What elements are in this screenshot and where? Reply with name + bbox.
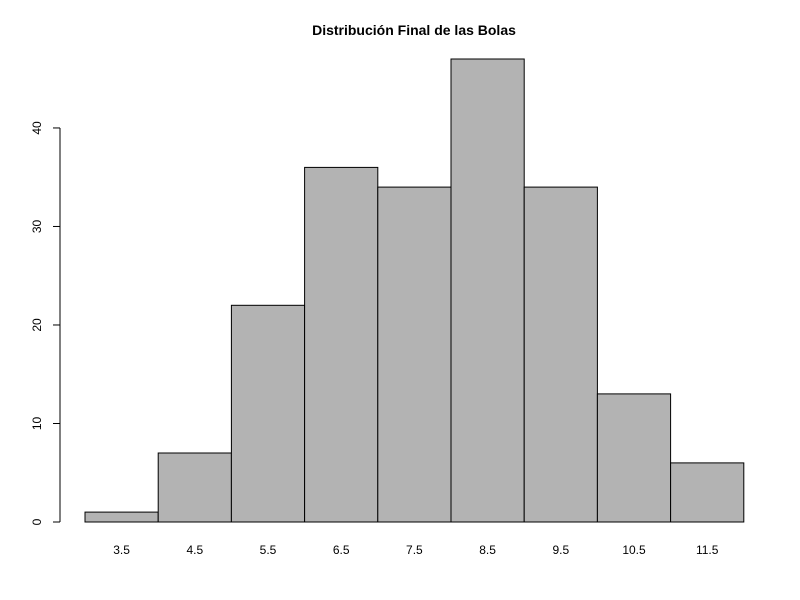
y-tick-label: 10: [30, 416, 44, 430]
x-tick-label: 10.5: [622, 543, 646, 557]
bar-6.5: [304, 166, 379, 523]
y-tick-label: 30: [30, 219, 44, 233]
x-tick-label: 8.5: [479, 543, 496, 557]
bar-4.5: [157, 452, 232, 523]
bar-9.5: [523, 186, 598, 523]
x-tick-label: 9.5: [552, 543, 569, 557]
x-tick-label: 5.5: [260, 543, 277, 557]
bar-11.5: [670, 462, 745, 523]
chart-title: Distribución Final de las Bolas: [312, 22, 516, 38]
x-tick-label: 11.5: [696, 543, 719, 557]
bar-7.5: [377, 186, 452, 523]
bars-group: [84, 58, 745, 523]
y-tick-label: 20: [30, 318, 44, 332]
bar-8.5: [450, 58, 525, 523]
bar-10.5: [596, 393, 672, 523]
y-axis: 0 10 20 30 40: [30, 121, 61, 525]
x-tick-label: 3.5: [113, 543, 130, 557]
bar-3.5: [84, 511, 159, 523]
y-tick-label: 40: [30, 121, 44, 135]
x-axis-labels: 3.5 4.5 5.5 6.5 7.5 8.5 9.5 10.5 11.5: [113, 543, 719, 557]
y-tick-label: 0: [30, 518, 44, 525]
x-tick-label: 7.5: [406, 543, 423, 557]
x-tick-label: 4.5: [186, 543, 203, 557]
x-tick-label: 6.5: [333, 543, 350, 557]
bar-5.5: [230, 304, 306, 523]
